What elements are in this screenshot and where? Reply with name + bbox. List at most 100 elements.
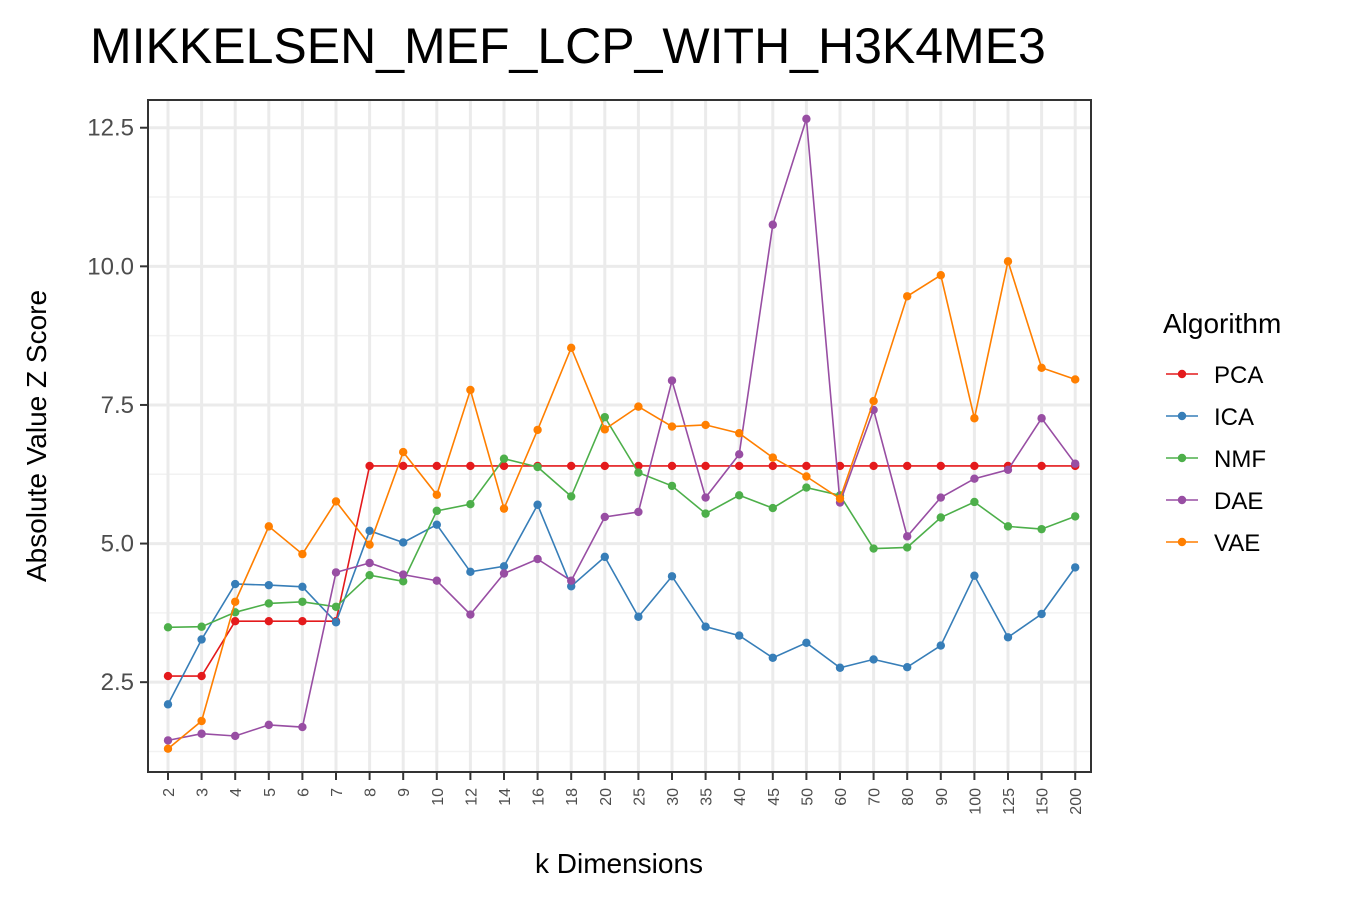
legend-item-nmf: NMF	[1166, 446, 1266, 473]
data-point-nmf	[365, 570, 374, 580]
x-tick-label: 200	[1068, 788, 1085, 815]
data-point-nmf	[1003, 522, 1013, 531]
series-lines	[163, 114, 1080, 753]
data-point-vae	[365, 540, 374, 549]
data-point-vae	[835, 494, 845, 503]
data-point-pca	[768, 461, 777, 471]
data-point-pca	[399, 461, 408, 471]
data-point-vae	[768, 453, 777, 462]
data-point-pca	[163, 671, 173, 681]
data-point-dae	[735, 450, 744, 459]
data-point-pca	[298, 616, 307, 626]
data-point-nmf	[197, 622, 206, 631]
y-tick-label: 12.5	[87, 115, 134, 142]
data-point-ica	[903, 663, 912, 672]
data-point-ica	[667, 572, 677, 581]
data-point-nmf	[1037, 524, 1046, 534]
y-tick-label: 7.5	[101, 392, 134, 419]
x-tick-label: 40	[732, 788, 749, 806]
data-point-nmf	[903, 543, 912, 552]
data-point-nmf	[163, 623, 173, 632]
x-tick-label: 6	[295, 788, 312, 797]
data-point-ica	[600, 552, 609, 562]
x-tick-label: 9	[396, 788, 413, 797]
data-point-ica	[231, 579, 240, 589]
data-point-pca	[365, 461, 374, 471]
data-point-dae	[667, 376, 677, 385]
x-tick-label: 50	[799, 788, 816, 806]
legend-title: Algorithm	[1163, 308, 1281, 339]
data-point-pca	[432, 461, 441, 471]
data-point-nmf	[701, 509, 710, 518]
x-tick-label: 90	[934, 788, 951, 806]
series-vae	[163, 257, 1080, 753]
data-point-ica	[701, 622, 710, 631]
data-point-dae	[365, 558, 374, 568]
data-point-ica	[735, 631, 744, 640]
x-tick-label: 100	[967, 788, 984, 815]
x-tick-label: 14	[497, 788, 514, 806]
data-point-pca	[802, 461, 811, 471]
data-point-dae	[1003, 465, 1013, 475]
data-point-dae	[903, 532, 912, 541]
data-point-vae	[1037, 363, 1046, 373]
x-tick-label: 125	[1001, 788, 1018, 815]
x-tick-label: 80	[900, 788, 917, 806]
x-tick-label: 4	[228, 788, 245, 797]
data-point-nmf	[667, 481, 677, 491]
legend-label: ICA	[1214, 404, 1254, 431]
data-point-nmf	[936, 513, 945, 522]
data-point-dae	[634, 507, 643, 517]
data-point-pca	[466, 461, 475, 471]
data-point-nmf	[432, 506, 441, 516]
data-point-vae	[331, 497, 341, 506]
data-point-dae	[197, 729, 206, 738]
data-point-vae	[567, 343, 576, 353]
data-point-ica	[634, 612, 643, 621]
data-point-pca	[970, 461, 979, 471]
y-axis-title: Absolute Value Z Score	[21, 290, 52, 582]
data-point-dae	[331, 568, 341, 577]
data-point-dae	[399, 570, 408, 579]
data-point-ica	[499, 562, 509, 571]
data-point-ica	[835, 663, 845, 672]
data-point-dae	[1071, 459, 1080, 468]
data-point-ica	[1003, 633, 1013, 642]
data-point-pca	[735, 461, 744, 471]
plot-panel-border	[147, 99, 1092, 773]
legend-key-point	[1177, 411, 1187, 421]
data-point-nmf	[735, 491, 744, 500]
data-point-ica	[936, 641, 945, 650]
x-tick-label: 30	[665, 788, 682, 806]
chart-title: MIKKELSEN_MEF_LCP_WITH_H3K4ME3	[90, 18, 1046, 74]
data-point-ica	[533, 500, 542, 509]
data-point-pca	[903, 461, 912, 471]
series-dae	[163, 114, 1080, 745]
data-point-pca	[667, 461, 677, 471]
data-point-vae	[231, 597, 240, 606]
data-point-dae	[231, 731, 240, 741]
data-point-nmf	[499, 454, 509, 463]
data-point-ica	[163, 700, 173, 709]
data-point-vae	[432, 490, 441, 499]
y-tick-label: 5.0	[101, 531, 134, 558]
data-point-vae	[197, 716, 206, 726]
data-point-dae	[533, 554, 542, 564]
data-point-nmf	[264, 599, 273, 608]
data-point-pca	[936, 461, 945, 471]
data-point-vae	[970, 414, 979, 423]
legend-key-point	[1177, 369, 1187, 379]
data-point-ica	[1037, 609, 1046, 619]
data-point-pca	[869, 461, 878, 471]
data-point-vae	[1071, 375, 1080, 384]
data-point-pca	[197, 671, 206, 681]
data-point-pca	[231, 616, 240, 626]
data-point-ica	[432, 520, 441, 529]
data-point-nmf	[802, 483, 811, 492]
x-tick-label: 70	[867, 788, 884, 806]
data-point-dae	[802, 114, 811, 124]
series-pca	[163, 461, 1080, 681]
data-point-nmf	[331, 602, 341, 611]
data-point-ica	[331, 618, 341, 627]
